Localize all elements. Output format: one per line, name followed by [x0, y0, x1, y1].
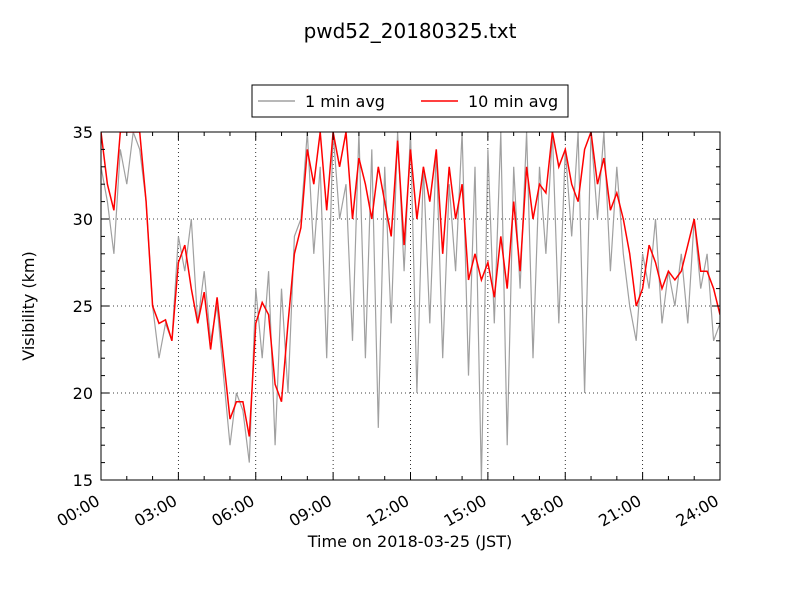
legend-label-1min: 1 min avg	[305, 92, 385, 111]
y-tick-label: 15	[73, 471, 93, 490]
y-tick-label: 35	[73, 123, 93, 142]
y-tick-label: 25	[73, 297, 93, 316]
chart-title: pwd52_20180325.txt	[304, 19, 517, 43]
series-line-1min	[101, 132, 720, 480]
y-tick-label: 20	[73, 384, 93, 403]
y-axis-label: Visibility (km)	[19, 251, 38, 360]
legend-box	[251, 84, 569, 118]
y-tick-label: 30	[73, 210, 93, 229]
legend: 1 min avg 10 min avg	[251, 84, 569, 118]
series-line-10min	[101, 132, 720, 437]
x-axis-label: Time on 2018-03-25 (JST)	[307, 532, 512, 551]
legend-label-10min: 10 min avg	[468, 92, 558, 111]
plot-series	[101, 132, 720, 480]
